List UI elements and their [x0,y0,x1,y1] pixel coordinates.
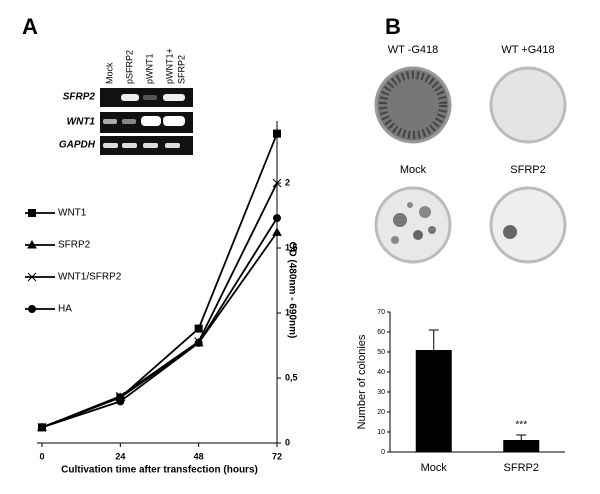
y-tick-label: 1 [285,307,290,317]
y-tick-label: 50 [377,349,385,356]
y-tick-label: 30 [377,389,385,396]
plate-label: SFRP2 [510,164,545,176]
legend-marker [28,305,36,313]
plate-label: WT +G418 [501,44,554,56]
plate-label: WT -G418 [388,44,439,56]
x-tick-label: 72 [272,451,282,461]
lane-label: SFRP2 [176,55,186,84]
x-tick-label: Mock [421,462,448,474]
marker [116,397,125,406]
series-line [41,217,278,429]
marker [38,423,46,432]
legend-label: WNT1/SFRP2 [58,272,122,283]
x-tick-label: 0 [39,451,44,461]
marker [272,227,282,236]
legend-marker [27,272,37,282]
lane-label: pSFRP2 [124,50,134,84]
annotation: *** [515,420,527,431]
plates [374,66,567,264]
marker [273,129,281,138]
panel-label: B [385,14,401,39]
error-bar [516,434,527,440]
bar [503,440,540,452]
gel [100,88,193,155]
y-axis-label: OD (480nm - 690nm) [286,242,297,339]
marker [272,178,282,188]
y-tick-label: 0 [285,437,290,447]
x-tick-label: SFRP2 [504,462,539,474]
plate-label: Mock [400,164,427,176]
y-tick-label: 20 [377,409,385,416]
y-tick-label: 0,5 [285,372,298,382]
x-tick-label: 48 [194,451,204,461]
row-label: SFRP2 [63,92,96,103]
lane-label: Mock [104,62,114,84]
lane-label: pWNT1+ [164,48,174,84]
y-tick-label: 60 [377,329,385,336]
y-axis-label: Number of colonies [356,334,368,429]
marker [194,338,203,347]
error-bar [428,329,439,350]
y-tick-label: 2 [285,177,290,187]
legend-marker [28,209,36,217]
legend-label: HA [58,304,72,315]
x-axis-label: Cultivation time after transfection (hou… [61,465,258,476]
marker [273,214,281,223]
y-tick-label: 10 [377,429,385,436]
y-tick-label: 70 [377,309,385,316]
y-tick-label: 1,5 [285,242,298,252]
series-line [41,182,278,429]
legend-marker [27,239,37,249]
lane-label: pWNT1 [144,53,154,84]
bar [415,350,452,452]
series-line [41,231,278,429]
row-label: GAPDH [59,140,96,151]
legend-label: SFRP2 [58,240,91,251]
x-tick-label: 24 [115,451,125,461]
legend-label: WNT1 [58,208,87,219]
y-tick-label: 40 [377,369,385,376]
y-tick-label: 0 [381,449,385,456]
marker [194,324,203,333]
row-label: WNT1 [67,117,96,128]
panel-label: A [22,14,38,39]
